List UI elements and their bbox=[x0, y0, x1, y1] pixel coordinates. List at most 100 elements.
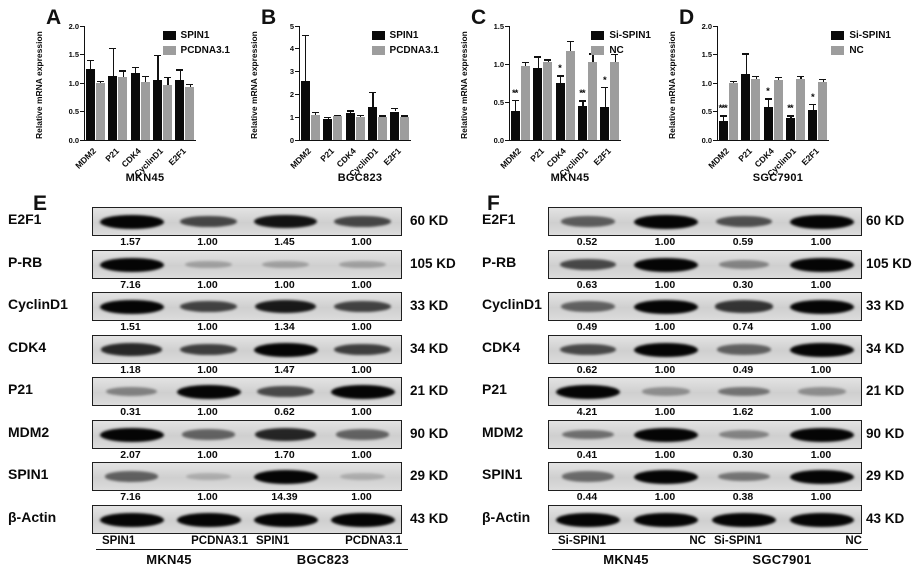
panel-letter: F bbox=[487, 192, 500, 215]
error-bar-line bbox=[537, 56, 539, 68]
error-bar-cap bbox=[752, 76, 760, 78]
spin1-bar-p21 bbox=[108, 76, 118, 140]
protein-label: CyclinD1 bbox=[8, 296, 68, 312]
blot-band bbox=[334, 215, 391, 228]
spin1-bar-cyclind1 bbox=[367, 106, 377, 140]
y-tick-mark bbox=[713, 139, 717, 141]
legend-entry: NC bbox=[831, 45, 891, 56]
band-value: 14.39 bbox=[271, 490, 298, 503]
blot-band bbox=[790, 427, 854, 442]
nc-bar-mdm2 bbox=[520, 65, 530, 140]
error-bar-cap bbox=[368, 92, 376, 94]
blot-band bbox=[790, 214, 854, 229]
cell-line-axis-title: BGC823 bbox=[337, 172, 383, 184]
legend-label: SPIN1 bbox=[180, 30, 210, 41]
nc-bar-p21 bbox=[543, 61, 553, 140]
error-bar bbox=[119, 70, 127, 78]
band-value: 4.21 bbox=[576, 405, 598, 418]
error-bar-line bbox=[179, 69, 181, 80]
error-bar-line bbox=[745, 53, 747, 75]
nc-bar-e2f1 bbox=[610, 61, 620, 140]
si-spin1-bar-p21 bbox=[533, 67, 543, 140]
error-bar bbox=[601, 86, 609, 108]
band-value: 1.00 bbox=[351, 405, 372, 418]
y-tick-mark bbox=[713, 82, 717, 84]
band-value: 1.34 bbox=[274, 320, 295, 333]
error-bar-cap bbox=[176, 69, 184, 71]
blot-band bbox=[718, 386, 770, 397]
blot-band bbox=[559, 343, 617, 356]
legend-swatch bbox=[371, 46, 385, 55]
panel-c-chart: C Relative mRNA expression 0.0 0.5 1.0 1.5 ** M… bbox=[447, 6, 655, 192]
y-tick-mark bbox=[295, 48, 299, 50]
band-value: 1.00 bbox=[654, 448, 676, 461]
spin1-bar-cdk4 bbox=[345, 112, 355, 140]
panel-d-chart: D Relative mRNA expression 0.0 0.5 1.0 1.5 2.0… bbox=[655, 6, 895, 192]
y-axis-label: Relative mRNA expression bbox=[34, 31, 44, 139]
error-bar bbox=[153, 54, 161, 81]
protein-label: E2F1 bbox=[482, 211, 516, 227]
y-tick-mark bbox=[713, 111, 717, 113]
y-tick-label: 0 bbox=[289, 135, 294, 145]
y-axis-line bbox=[717, 26, 719, 140]
pcdna3.1-bar-cdk4 bbox=[140, 81, 150, 140]
y-tick-mark bbox=[295, 71, 299, 73]
panel-e-blots: E E2F1 1.57 1.00 1.45 1.00 60 KD P-RB 7.16 1.00 1.… bbox=[0, 192, 462, 570]
y-axis-line bbox=[299, 26, 301, 140]
blot-band bbox=[716, 215, 772, 228]
panel-f-blots: F E2F1 0.52 1.00 0.59 1.00 60 KD P-RB 0.63 1.00 0.… bbox=[462, 192, 922, 570]
protein-label: SPIN1 bbox=[8, 466, 49, 482]
blot-band bbox=[556, 384, 620, 399]
significance-star: * bbox=[810, 92, 815, 104]
y-tick-label: 0.5 bbox=[68, 107, 79, 116]
error-bar-cap bbox=[153, 54, 161, 56]
y-axis-label: Relative mRNA expression bbox=[459, 31, 469, 139]
error-bar bbox=[176, 69, 184, 80]
molecular-weight-label: 34 KD bbox=[866, 341, 905, 356]
blot-band bbox=[561, 429, 615, 440]
molecular-weight-label: 43 KD bbox=[410, 511, 449, 526]
band-value: 1.00 bbox=[810, 363, 832, 376]
nc-bar-mdm2 bbox=[728, 83, 738, 140]
cell-line-label: SGC7901 bbox=[752, 552, 812, 567]
protein-label: MDM2 bbox=[482, 424, 524, 440]
blot-band bbox=[560, 216, 616, 227]
cell-line-label: BGC823 bbox=[296, 552, 350, 567]
significance-star: * bbox=[766, 86, 770, 98]
x-axis-line bbox=[84, 140, 196, 142]
blot-strip-e2f1 bbox=[548, 207, 862, 236]
legend-swatch bbox=[591, 31, 605, 40]
protein-label: CyclinD1 bbox=[482, 296, 542, 312]
legend-swatch bbox=[162, 46, 176, 55]
band-value: 1.00 bbox=[197, 405, 218, 418]
blot-band bbox=[253, 469, 318, 484]
band-value: 0.31 bbox=[120, 405, 141, 418]
molecular-weight-label: 90 KD bbox=[866, 426, 905, 441]
band-value: 1.00 bbox=[351, 490, 372, 503]
pcdna3.1-bar-mdm2 bbox=[95, 83, 105, 140]
error-bar-line bbox=[515, 99, 517, 112]
blot-band bbox=[790, 299, 854, 314]
band-value: 1.00 bbox=[197, 278, 218, 291]
error-bar-cap bbox=[346, 110, 354, 112]
molecular-weight-label: 60 KD bbox=[410, 213, 449, 228]
error-bar-cap bbox=[391, 108, 399, 110]
blot-strip-p-rb bbox=[548, 250, 862, 279]
band-value: 1.00 bbox=[810, 490, 832, 503]
error-bar bbox=[109, 47, 117, 77]
error-bar-cap bbox=[109, 47, 117, 49]
y-tick-label: 0.0 bbox=[68, 135, 79, 145]
blot-strip-cyclind1 bbox=[92, 292, 402, 321]
error-bar bbox=[163, 76, 171, 86]
blot-band bbox=[257, 385, 314, 398]
pcdna3.1-bar-cyclind1 bbox=[377, 117, 387, 140]
blot-band bbox=[99, 299, 164, 314]
legend-swatch bbox=[831, 46, 845, 55]
band-value: 1.51 bbox=[120, 320, 141, 333]
panel-b-chart: B Relative mRNA expression 0 1 2 3 4 5 MDM2 P21 CD… bbox=[237, 6, 443, 192]
error-bar-cap bbox=[786, 115, 794, 117]
blot-strip-p21 bbox=[548, 377, 862, 406]
error-bar-cap bbox=[774, 77, 782, 79]
error-bar-line bbox=[560, 75, 562, 83]
error-bar-cap bbox=[578, 100, 586, 102]
